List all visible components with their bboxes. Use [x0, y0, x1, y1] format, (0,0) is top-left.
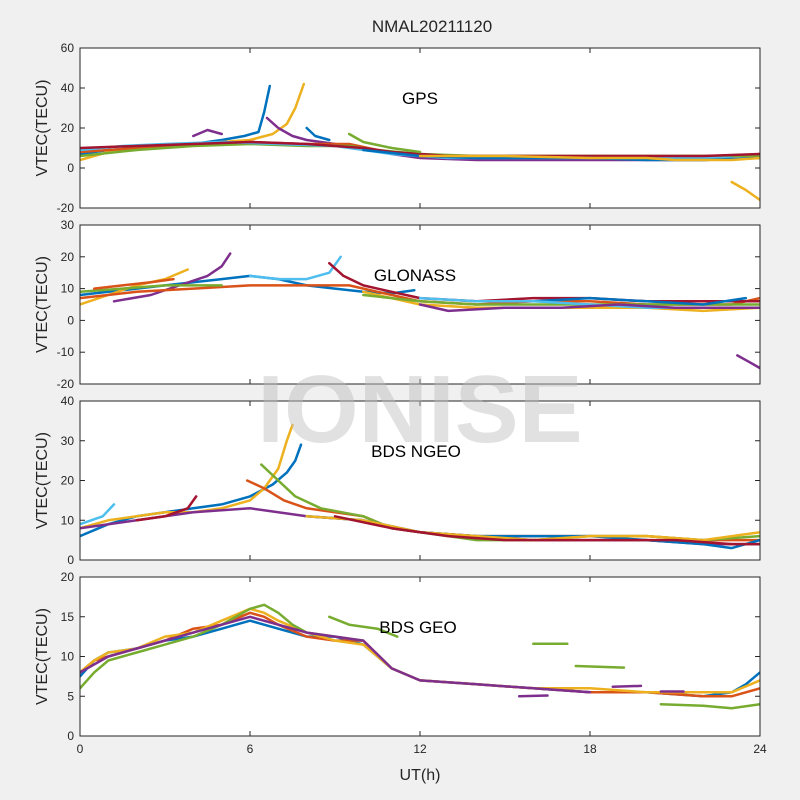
- y-tick-label: 5: [67, 689, 74, 703]
- chart-panel-1: -20 0 20 40 60 VTEC(TECU) GPS: [34, 41, 761, 215]
- y-axis-label: VTEC(TECU): [34, 608, 51, 705]
- plot-area-background: [80, 577, 760, 736]
- series-line-10: [517, 694, 549, 698]
- x-tick-label: 12: [413, 742, 427, 756]
- chart-panel-4: 0 5 10 15 20 0 6 12 18 24 VTEC(TECU) BDS GEO: [34, 570, 767, 756]
- series-line-13: [347, 132, 422, 154]
- series-line-6: [80, 503, 116, 526]
- series-line-7: [135, 495, 198, 522]
- y-tick-label: 10: [61, 650, 75, 664]
- series-line-7: [80, 140, 760, 158]
- panel-annotation: GPS: [402, 89, 438, 108]
- series-line-10: [333, 515, 760, 546]
- y-tick-label: 10: [61, 513, 75, 527]
- y-tick-label: 20: [61, 250, 75, 264]
- panel-annotation: BDS GEO: [379, 618, 456, 637]
- series-line-3: [80, 607, 760, 694]
- y-axis-label: VTEC(TECU): [34, 432, 51, 529]
- series-line-12: [418, 303, 760, 313]
- y-tick-label: 40: [61, 81, 75, 95]
- panel-annotation: BDS NGEO: [371, 442, 461, 461]
- y-tick-label: -20: [57, 201, 75, 215]
- series-line-10: [730, 180, 760, 202]
- series-line-3: [112, 252, 232, 303]
- y-tick-label: 60: [61, 41, 75, 55]
- chart-panel-3: 0 10 20 30 40 VTEC(TECU) BDS NGEO: [34, 394, 761, 567]
- y-tick-label: 0: [67, 553, 74, 567]
- x-tick-label: 18: [583, 742, 597, 756]
- series-line-14: [92, 277, 175, 290]
- series-line-8: [574, 664, 626, 669]
- y-axis-label: VTEC(TECU): [34, 256, 51, 353]
- y-tick-label: 0: [67, 729, 74, 743]
- series-line-12: [192, 128, 223, 138]
- series-line-9: [418, 154, 760, 162]
- y-tick-label: 0: [67, 161, 74, 175]
- x-tick-label: 24: [753, 742, 767, 756]
- y-tick-label: 0: [67, 313, 74, 327]
- series-line-2: [80, 423, 294, 530]
- series-group: [80, 423, 760, 550]
- series-group: [80, 603, 760, 710]
- y-axis-label: VTEC(TECU): [34, 80, 51, 177]
- x-axis-label: UT(h): [400, 767, 441, 784]
- x-tick-label: 6: [247, 742, 254, 756]
- y-tick-label: 30: [61, 434, 75, 448]
- y-tick-label: 20: [61, 121, 75, 135]
- chart-panel-2: -20 -10 0 10 20 30 VTEC(TECU) GLONASS: [34, 218, 761, 391]
- series-line-1: [80, 443, 303, 538]
- y-tick-label: -10: [57, 345, 75, 359]
- y-tick-label: 10: [61, 282, 75, 296]
- panel-annotation: GLONASS: [374, 266, 456, 285]
- series-group: [80, 82, 760, 202]
- y-tick-label: 20: [61, 474, 75, 488]
- series-line-5: [80, 615, 592, 694]
- series-group: [80, 252, 760, 370]
- series-line-13: [736, 354, 760, 370]
- plot-area-background: [80, 401, 760, 560]
- y-tick-label: 15: [61, 610, 75, 624]
- series-line-6: [328, 615, 399, 638]
- y-tick-label: 30: [61, 218, 75, 232]
- y-tick-label: 40: [61, 394, 75, 408]
- watermark-text: IONISE: [257, 356, 582, 463]
- series-line-2: [80, 268, 189, 306]
- series-line-11: [611, 684, 643, 688]
- y-tick-label: 20: [61, 570, 75, 584]
- x-tick-label: 0: [77, 742, 84, 756]
- plot-area-background: [80, 48, 760, 208]
- series-line-9: [659, 702, 760, 710]
- series-line-5: [80, 284, 223, 294]
- y-tick-label: -20: [57, 377, 75, 391]
- figure-title: NMAL20211120: [372, 17, 492, 36]
- series-line-11: [305, 126, 331, 142]
